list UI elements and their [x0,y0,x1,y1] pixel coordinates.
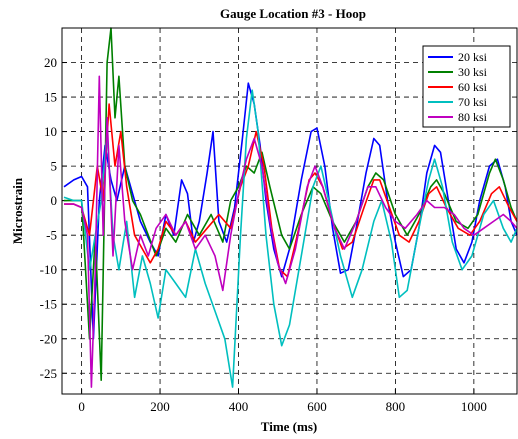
legend-label: 80 ksi [458,110,488,124]
x-tick-label: 400 [229,399,249,414]
legend-label: 60 ksi [458,80,488,94]
legend-label: 20 ksi [458,50,488,64]
y-tick-label: 10 [44,124,57,139]
y-axis-label: Microstrain [10,177,25,244]
legend-label: 70 ksi [458,95,488,109]
plot-frame [61,27,518,395]
lines [63,27,518,388]
ticks: 0 200 400 600 800 1000 -25 -20 -15 -10 -5 0 5 10 15 20 [40,55,487,414]
x-tick-label: 1000 [461,399,487,414]
y-tick-label: -5 [46,228,57,243]
x-tick-label: 600 [307,399,327,414]
x-tick-label: 0 [78,399,85,414]
y-tick-label: 15 [44,90,57,105]
x-tick-label: 800 [386,399,406,414]
y-tick-label: -25 [40,366,57,381]
chart-title: Gauge Location #3 - Hoop [220,6,366,21]
y-tick-label: 5 [51,159,58,174]
y-tick-label: -20 [40,331,57,346]
x-axis-label: Time (ms) [261,419,317,434]
y-tick-label: -15 [40,297,57,312]
y-tick-label: 0 [51,193,58,208]
series-line-30-ksi [64,27,518,381]
x-tick-label: 200 [150,399,170,414]
series-line-80-ksi [64,75,518,388]
legend-label: 30 ksi [458,65,488,79]
y-tick-label: 20 [44,55,57,70]
y-tick-label: -10 [40,262,57,277]
